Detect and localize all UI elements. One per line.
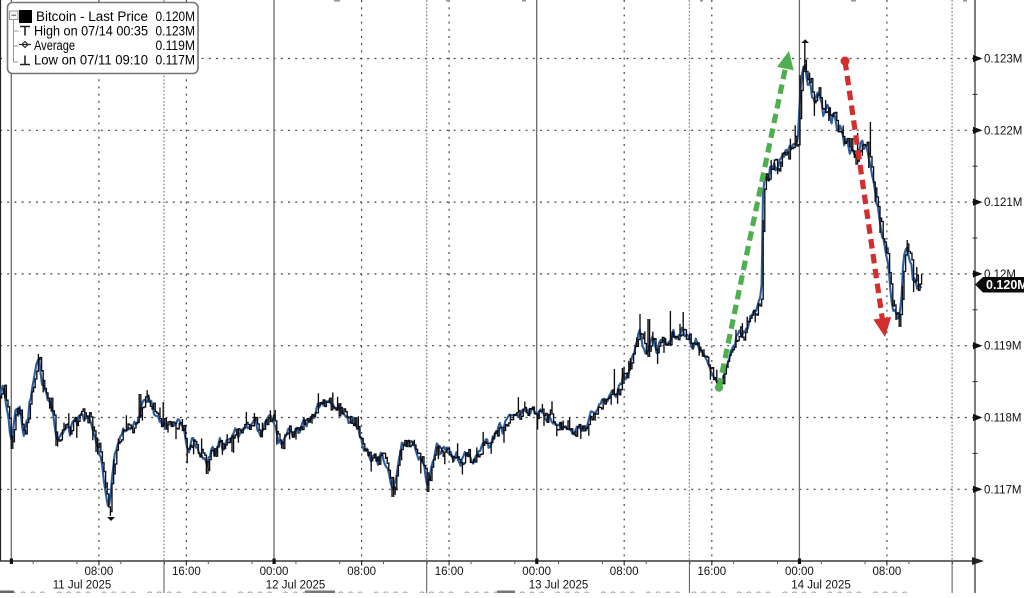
- svg-text:0.120M: 0.120M: [156, 9, 196, 25]
- svg-text:Average: Average: [34, 38, 75, 54]
- svg-text:0.118M: 0.118M: [984, 413, 1022, 425]
- svg-text:08:00: 08:00: [347, 566, 376, 578]
- svg-text:00:00: 00:00: [522, 566, 551, 578]
- svg-text:11 Jul 2025: 11 Jul 2025: [53, 580, 112, 592]
- svg-text:0.117M: 0.117M: [984, 484, 1022, 496]
- svg-text:08:00: 08:00: [873, 566, 902, 578]
- svg-text:16:00: 16:00: [697, 566, 726, 578]
- svg-text:14 Jul 2025: 14 Jul 2025: [791, 580, 850, 592]
- svg-text:High on 07/14 00:35: High on 07/14 00:35: [34, 23, 148, 39]
- svg-text:00:00: 00:00: [260, 566, 289, 578]
- svg-text:Low on 07/11 09:10: Low on 07/11 09:10: [34, 52, 148, 68]
- svg-text:12 Jul 2025: 12 Jul 2025: [266, 580, 325, 592]
- svg-text:Bitcoin - Last Price: Bitcoin - Last Price: [36, 9, 148, 25]
- svg-text:0.117M: 0.117M: [156, 52, 196, 68]
- svg-text:0.119M: 0.119M: [156, 38, 196, 54]
- svg-text:0.119M: 0.119M: [984, 341, 1022, 353]
- svg-text:08:00: 08:00: [85, 566, 114, 578]
- svg-text:00:00: 00:00: [785, 566, 814, 578]
- svg-text:16:00: 16:00: [435, 566, 464, 578]
- svg-text:0.122M: 0.122M: [984, 125, 1022, 137]
- svg-text:16:00: 16:00: [172, 566, 201, 578]
- svg-text:0.123M: 0.123M: [156, 23, 196, 39]
- svg-text:13 Jul 2025: 13 Jul 2025: [529, 580, 588, 592]
- svg-text:0.120M: 0.120M: [986, 278, 1024, 292]
- svg-text:08:00: 08:00: [610, 566, 639, 578]
- svg-text:0.123M: 0.123M: [984, 54, 1022, 66]
- svg-text:0.121M: 0.121M: [984, 197, 1022, 209]
